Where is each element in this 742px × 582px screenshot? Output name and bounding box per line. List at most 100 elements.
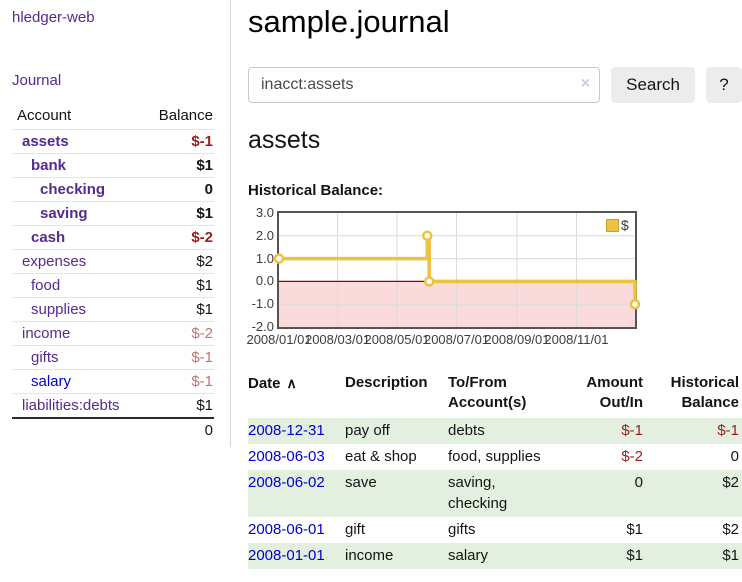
transaction-date-cell: 2008-06-03 — [248, 444, 345, 470]
x-axis-tick-label: 2008/07/01 — [423, 332, 490, 347]
transaction-balance: $-1 — [646, 418, 742, 444]
y-axis-tick-label: -1.0 — [251, 296, 274, 312]
total-spacer — [12, 417, 142, 442]
x-axis-tick-label: 2008/01/01 — [246, 332, 312, 347]
account-link-supplies[interactable]: supplies — [31, 301, 87, 318]
account-row: salary $-1 — [12, 369, 214, 394]
register-column-accounts[interactable]: To/From Account(s) — [448, 374, 527, 411]
account-link-assets[interactable]: assets — [22, 133, 69, 150]
account-balance: $-1 — [141, 129, 214, 154]
register-column-date[interactable]: Date ∧ — [248, 375, 297, 392]
account-heading: assets — [248, 126, 321, 154]
accounts-total-row: 0 — [12, 417, 214, 442]
search-input[interactable] — [248, 67, 601, 103]
chart-svg — [273, 213, 641, 327]
transaction-amount: $-2 — [621, 448, 643, 465]
account-balance: 0 — [141, 177, 214, 202]
account-link-food[interactable]: food — [31, 277, 61, 294]
account-link-bank[interactable]: bank — [31, 157, 67, 174]
balance-column-header: Balance — [158, 107, 213, 124]
search-button[interactable]: Search — [611, 67, 696, 103]
transaction-row: 2008-06-01 gift gifts $1 $2 — [248, 517, 742, 543]
y-axis-tick-label: 0.0 — [255, 273, 274, 289]
journal-link[interactable]: Journal — [12, 72, 62, 89]
transaction-date-link[interactable]: 2008-01-01 — [248, 547, 325, 564]
account-row: expenses $2 — [12, 249, 214, 274]
transaction-date-cell: 2008-12-31 — [248, 418, 345, 444]
transaction-date-cell: 2008-06-02 — [248, 470, 345, 517]
transaction-row: 2008-01-01 income salary $1 $1 — [248, 543, 742, 569]
account-link-income[interactable]: income — [22, 325, 71, 342]
account-link-expenses[interactable]: expenses — [22, 253, 87, 270]
y-axis-tick-label: -2.0 — [251, 319, 274, 334]
y-axis-tick-label: 3.0 — [255, 205, 274, 220]
account-link-liabilities-debts[interactable]: liabilities:debts — [22, 397, 120, 414]
transaction-balance: $2 — [646, 470, 742, 517]
register-table: Date ∧ Description To/From Account(s) Amount O… — [248, 373, 742, 569]
account-balance: $-1 — [141, 369, 214, 394]
account-link-gifts[interactable]: gifts — [31, 349, 59, 366]
x-axis-tick-label: 2008/11/01 — [544, 332, 609, 347]
transaction-accounts: saving, checking — [448, 470, 560, 517]
transaction-date-link[interactable]: 2008-06-03 — [248, 448, 325, 465]
chart-legend: $ — [606, 217, 629, 233]
x-axis-tick-label: 2008/05/01 — [364, 332, 430, 347]
sidebar: hledger-web Journal Account Balance asse… — [0, 0, 231, 447]
register-column-balance[interactable]: Historical Balance — [670, 374, 739, 411]
total-balance: 0 — [141, 417, 214, 442]
register-column-description[interactable]: Description — [345, 374, 428, 391]
transaction-amount: $1 — [626, 521, 643, 538]
account-balance: $-2 — [141, 225, 214, 250]
account-link-checking[interactable]: checking — [40, 181, 106, 198]
transaction-date-link[interactable]: 2008-06-02 — [248, 474, 325, 491]
accounts-table-body: assets $-1 bank $1 checking 0 saving $1 cash $-2 e… — [12, 129, 214, 418]
account-link-cash[interactable]: cash — [31, 229, 66, 246]
main-content: sample.journal × Search ? assets Histori… — [231, 0, 742, 569]
account-balance: $-2 — [141, 321, 214, 346]
y-axis-tick-label: 2.0 — [255, 227, 274, 243]
transaction-amount: 0 — [560, 470, 646, 517]
search-box: × — [248, 67, 601, 103]
x-axis-tick-label: 2008/03/01 — [304, 332, 371, 347]
account-balance: $2 — [141, 249, 214, 274]
transaction-description: pay off — [345, 418, 448, 444]
account-balance: $1 — [141, 201, 214, 226]
app-title-link[interactable]: hledger-web — [12, 9, 95, 26]
historical-balance-chart: $ 3.0 2.0 1.0 0.0 -1.0 -2.0 2008/01/01 2008/03/… — [246, 205, 742, 360]
clear-search-icon[interactable]: × — [580, 75, 591, 92]
transaction-accounts: debts — [448, 418, 560, 444]
transaction-description: eat & shop — [345, 448, 417, 465]
account-column-header: Account — [17, 107, 72, 124]
help-button[interactable]: ? — [706, 67, 742, 103]
account-balance: $-1 — [141, 345, 214, 370]
register-column-amount[interactable]: Amount Out/In — [586, 374, 643, 411]
transaction-accounts: salary — [448, 543, 560, 569]
transaction-description: save — [345, 470, 448, 517]
app-window: hledger-web Journal Account Balance asse… — [0, 0, 742, 569]
transaction-date-link[interactable]: 2008-06-01 — [248, 521, 325, 538]
account-row: income $-2 — [12, 321, 214, 346]
account-balance: $1 — [141, 297, 214, 322]
transaction-row: 2008-06-02 save saving, checking 0 $2 — [248, 470, 742, 517]
account-row: cash $-2 — [12, 225, 214, 250]
transaction-amount: $-1 — [560, 418, 646, 444]
chart-plot-area — [273, 211, 641, 329]
transaction-row: 2008-12-31 pay off debts $-1 $-1 — [248, 418, 742, 444]
transaction-description: gift — [345, 521, 366, 538]
account-row: food $1 — [12, 273, 214, 298]
account-balance: $1 — [141, 153, 214, 178]
transaction-date-link[interactable]: 2008-12-31 — [248, 422, 325, 439]
transaction-description: income — [345, 543, 448, 569]
account-row: liabilities:debts $1 — [12, 393, 214, 418]
account-link-salary[interactable]: salary — [31, 373, 72, 390]
x-axis-tick-label: 2008/09/01 — [484, 332, 550, 347]
account-link-saving[interactable]: saving — [40, 205, 88, 222]
accounts-header-row: Account Balance — [12, 104, 214, 130]
transaction-row: 2008-06-03 eat & shop food, supplies $-2 0 — [248, 444, 742, 470]
transaction-amount: $1 — [560, 543, 646, 569]
chart-heading: Historical Balance: — [248, 182, 384, 199]
account-row: checking 0 — [12, 177, 214, 202]
transaction-accounts: food, supplies — [448, 448, 541, 465]
account-row: saving $1 — [12, 201, 214, 226]
account-row: bank $1 — [12, 153, 214, 178]
